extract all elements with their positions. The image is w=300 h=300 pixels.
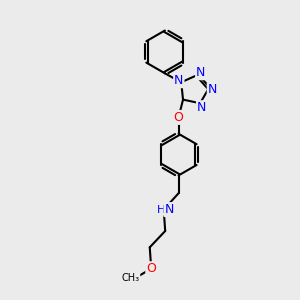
Text: N: N	[197, 101, 206, 114]
Text: CH₃: CH₃	[122, 273, 140, 283]
Text: H: H	[157, 205, 165, 214]
Text: N: N	[196, 66, 206, 79]
Text: N: N	[208, 83, 217, 96]
Text: N: N	[164, 203, 174, 216]
Text: N: N	[174, 74, 184, 87]
Text: O: O	[146, 262, 156, 275]
Text: O: O	[174, 111, 184, 124]
